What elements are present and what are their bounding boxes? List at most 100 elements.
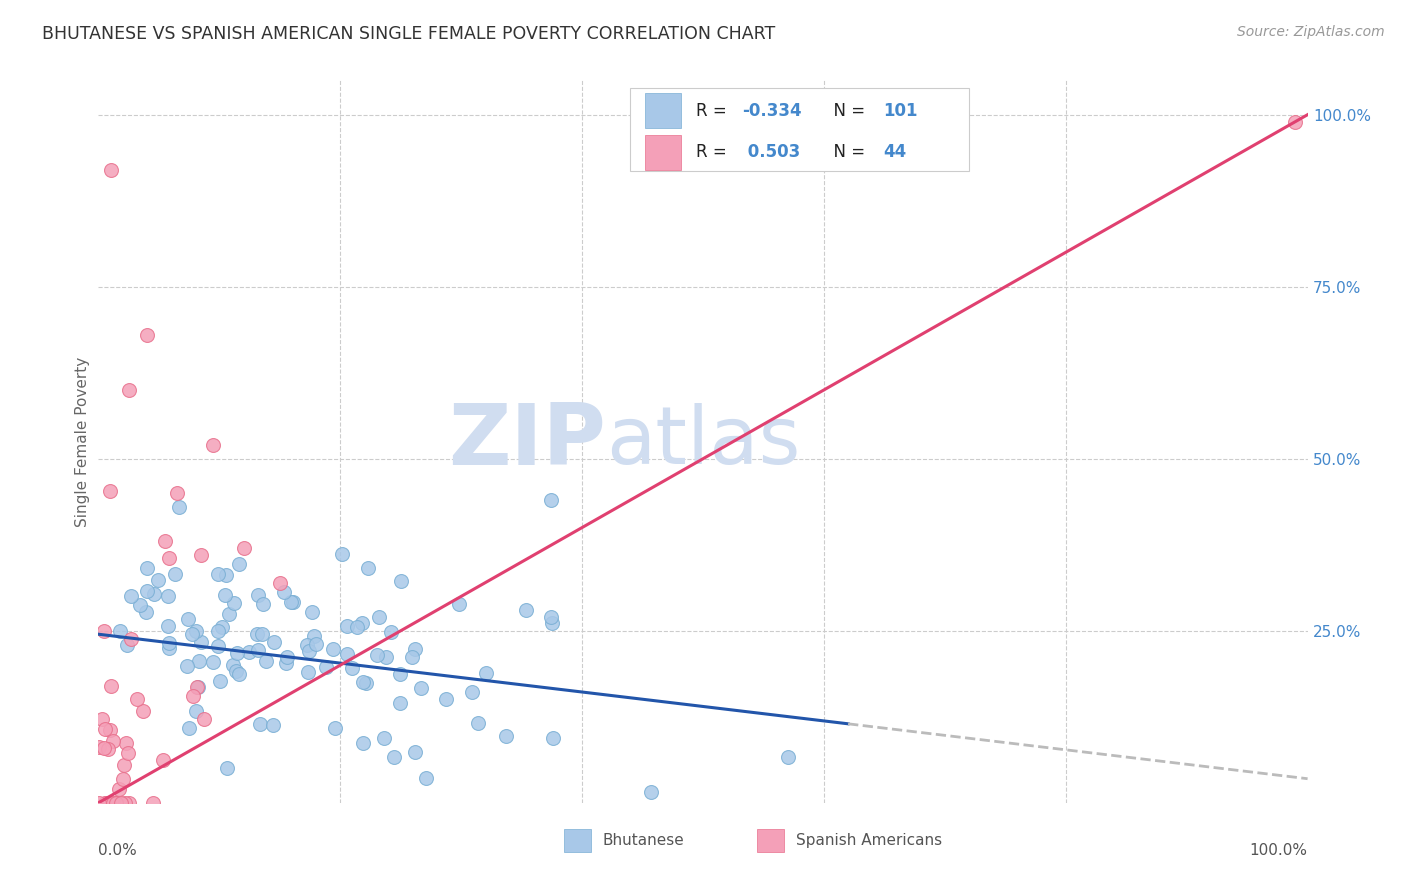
- Point: [146, 573, 169, 587]
- Point: [184, 704, 207, 718]
- Point: [540, 493, 562, 508]
- Point: [273, 585, 295, 599]
- Point: [330, 547, 353, 561]
- Point: [388, 667, 411, 681]
- Point: [449, 597, 471, 611]
- Point: [190, 635, 212, 649]
- Y-axis label: Single Female Poverty: Single Female Poverty: [75, 357, 90, 526]
- Point: [157, 619, 180, 633]
- Point: [352, 736, 374, 750]
- Point: [541, 615, 564, 630]
- Point: [207, 624, 229, 638]
- Text: atlas: atlas: [606, 402, 800, 481]
- Bar: [564, 829, 591, 852]
- Point: [115, 736, 138, 750]
- Point: [640, 785, 662, 799]
- Point: [262, 717, 284, 731]
- Point: [541, 731, 564, 745]
- Point: [135, 327, 157, 342]
- Point: [246, 643, 269, 657]
- Point: [89, 796, 111, 810]
- Point: [295, 638, 318, 652]
- Point: [367, 609, 389, 624]
- Point: [152, 754, 174, 768]
- Point: [415, 771, 437, 785]
- Point: [118, 383, 141, 397]
- Point: [98, 723, 121, 738]
- Point: [346, 620, 368, 634]
- Point: [373, 731, 395, 745]
- Point: [246, 589, 269, 603]
- Point: [110, 796, 132, 810]
- Point: [336, 619, 359, 633]
- Point: [157, 636, 180, 650]
- Point: [98, 483, 121, 498]
- Point: [226, 647, 249, 661]
- Point: [159, 640, 181, 655]
- Point: [187, 680, 209, 694]
- Point: [207, 639, 229, 653]
- Point: [120, 632, 142, 646]
- Point: [515, 603, 537, 617]
- Point: [404, 642, 426, 657]
- Point: [202, 655, 225, 669]
- Point: [157, 551, 180, 566]
- Text: 0.503: 0.503: [742, 144, 800, 161]
- Point: [202, 438, 225, 452]
- FancyBboxPatch shape: [630, 87, 969, 170]
- Point: [157, 589, 180, 603]
- Point: [280, 595, 302, 609]
- Point: [401, 650, 423, 665]
- Point: [94, 796, 117, 810]
- Point: [228, 557, 250, 571]
- Point: [179, 722, 201, 736]
- Point: [269, 575, 291, 590]
- Point: [245, 626, 267, 640]
- Point: [97, 741, 120, 756]
- Point: [101, 734, 124, 748]
- Point: [105, 796, 128, 810]
- Point: [165, 566, 187, 581]
- Point: [389, 696, 412, 710]
- Point: [193, 712, 215, 726]
- Point: [297, 665, 319, 680]
- Text: 0.0%: 0.0%: [98, 843, 138, 857]
- Point: [404, 745, 426, 759]
- Point: [87, 739, 110, 754]
- Point: [98, 796, 121, 810]
- Point: [104, 796, 127, 810]
- Point: [132, 705, 155, 719]
- Point: [380, 625, 402, 640]
- Point: [298, 644, 321, 658]
- Point: [340, 661, 363, 675]
- Text: 101: 101: [883, 102, 918, 120]
- Point: [142, 796, 165, 810]
- Point: [166, 486, 188, 500]
- Point: [186, 624, 208, 638]
- Point: [215, 568, 238, 582]
- Point: [143, 587, 166, 601]
- Point: [228, 667, 250, 681]
- Point: [356, 675, 378, 690]
- Point: [187, 654, 209, 668]
- Point: [96, 796, 118, 810]
- Point: [495, 729, 517, 743]
- Point: [374, 650, 396, 665]
- Point: [215, 761, 238, 775]
- Point: [467, 716, 489, 731]
- Point: [301, 606, 323, 620]
- Point: [115, 638, 138, 652]
- Point: [135, 583, 157, 598]
- Point: [352, 675, 374, 690]
- Point: [323, 722, 346, 736]
- Point: [276, 650, 298, 665]
- Text: R =: R =: [696, 102, 731, 120]
- Point: [254, 654, 277, 668]
- Text: 100.0%: 100.0%: [1250, 843, 1308, 857]
- Point: [114, 796, 136, 810]
- Bar: [645, 94, 682, 128]
- Point: [382, 749, 405, 764]
- Point: [120, 589, 142, 603]
- Point: [214, 588, 236, 602]
- Text: N =: N =: [823, 102, 870, 120]
